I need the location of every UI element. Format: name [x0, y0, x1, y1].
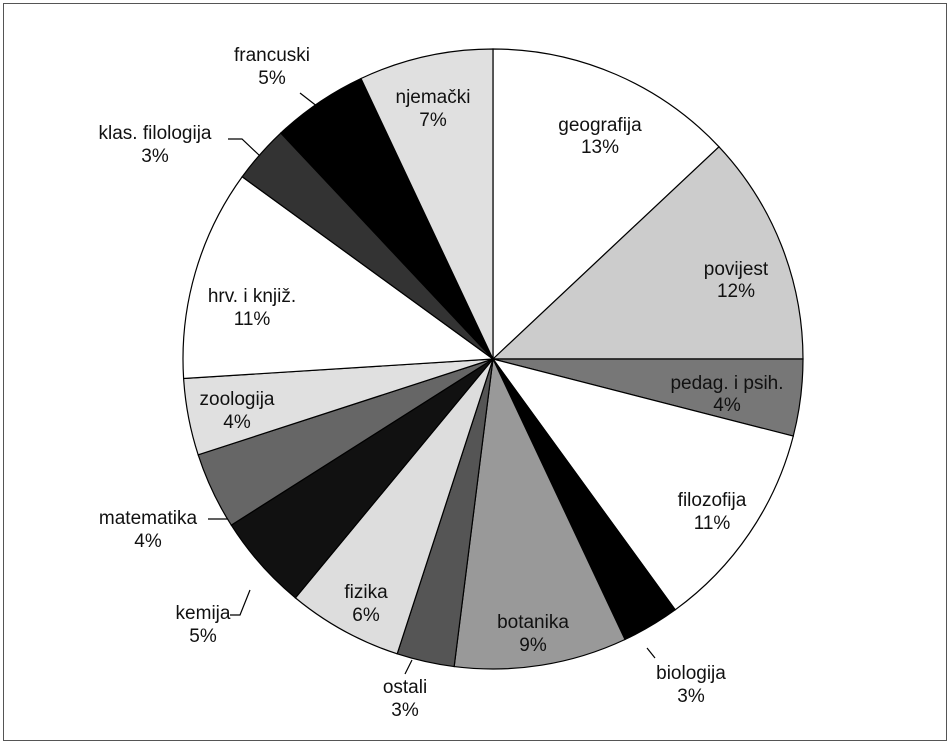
slice-pct-biologija: 3% [677, 686, 705, 707]
slice-pct-botanika: 9% [519, 635, 547, 656]
slice-label-njemacki: njemački [396, 87, 471, 108]
slice-pct-njemacki: 7% [419, 110, 447, 131]
slice-pct-fizika: 6% [352, 605, 380, 626]
slice-label-biologija: biologija [656, 663, 726, 684]
slice-label-fizika: fizika [344, 582, 388, 603]
slice-label-francuski: francuski [234, 45, 310, 66]
slice-label-kemija: kemija [176, 603, 231, 624]
pie-slice-geografija [492, 48, 720, 361]
slice-label-botanika: botanika [497, 612, 569, 633]
slice-pct-filozofija: 11% [694, 513, 731, 534]
slice-pct-pedag-i-psih: 4% [713, 395, 741, 416]
slice-pct-geografija: 13% [581, 137, 619, 158]
slice-label-geografija: geografija [558, 115, 642, 136]
leader-biologija [646, 647, 656, 659]
slice-pct-klas-filologija: 3% [141, 146, 169, 167]
slice-label-filozofija: filozofija [678, 490, 747, 511]
pie-slice-povijest [491, 145, 804, 360]
slice-pct-zoologija: 4% [223, 412, 251, 433]
slice-label-matematika: matematika [99, 508, 198, 529]
pie-slice-filozofija [491, 358, 794, 611]
slice-pct-matematika: 4% [134, 531, 162, 552]
slice-label-klas-filologija: klas. filologija [99, 123, 212, 144]
slice-pct-povijest: 12% [717, 281, 755, 302]
leader-kemija [230, 589, 251, 616]
leader-ostali [404, 659, 413, 675]
slice-label-hrv-i-kniz: hrv. i knjiž. [208, 286, 296, 307]
slice-label-povijest: povijest [704, 259, 769, 280]
pie-slice-botanika [453, 356, 626, 670]
labels-layer: geografija 13% povijest 12% pedag. i psi… [99, 45, 784, 721]
slice-label-zoologija: zoologija [200, 389, 275, 410]
pie-slice-njema-ki [360, 48, 494, 360]
slice-pct-kemija: 5% [189, 626, 217, 647]
slice-label-pedag-i-psih: pedag. i psih. [670, 373, 783, 394]
slice-label-ostali: ostali [383, 677, 427, 698]
leader-klas-filologija [228, 138, 261, 157]
slice-pct-ostali: 3% [391, 700, 419, 721]
leader-francuski [299, 92, 319, 108]
leaders-layer [208, 92, 656, 675]
pie-slice-hrv-i-knji [182, 175, 495, 380]
slices-layer [182, 48, 804, 670]
slice-pct-francuski: 5% [258, 68, 286, 89]
slice-pct-hrv-i-kniz: 11% [234, 309, 271, 330]
